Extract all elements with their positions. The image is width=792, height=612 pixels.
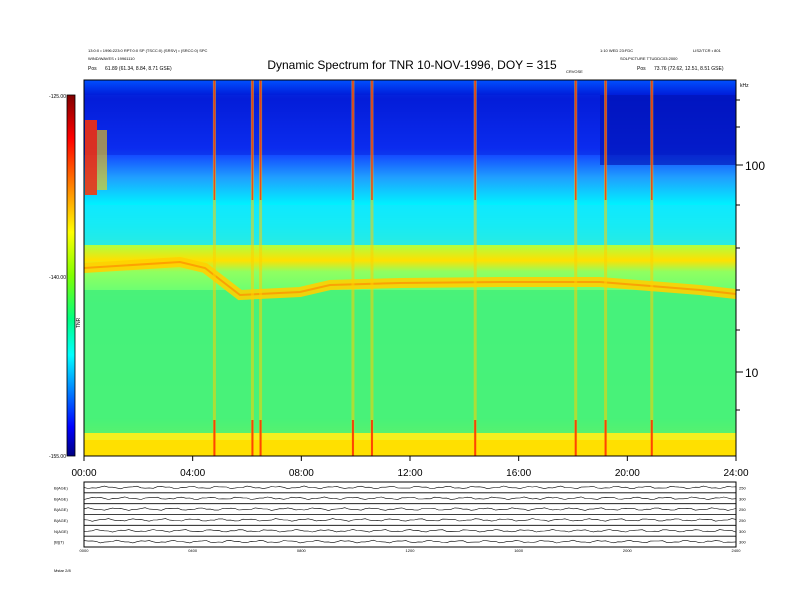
burst-core xyxy=(371,80,373,200)
burst-core xyxy=(259,80,262,200)
header-left-line1: 13:0:0 • 1996:223:0 RPT:0:0 SP (TSCC:0) … xyxy=(88,48,208,53)
header-right-line1: 1:10 WED 23:FDC xyxy=(600,48,633,53)
burst-core xyxy=(251,80,254,200)
panel-right-label: 300 xyxy=(739,540,746,545)
burst-base xyxy=(370,420,373,456)
panel-trace xyxy=(83,529,737,533)
panel-label: B(AGE) xyxy=(54,518,68,523)
panel-trace xyxy=(83,496,737,500)
early-burst xyxy=(85,120,97,195)
panel-x-tick-label: 0400 xyxy=(188,548,198,553)
burst-core xyxy=(604,80,607,200)
spectrogram-dark-right xyxy=(600,95,736,165)
burst-base xyxy=(213,420,216,456)
y-tick-label-10: 10 xyxy=(745,366,759,380)
burst-base xyxy=(650,420,653,456)
burst-group xyxy=(212,80,654,456)
x-tick-label: 16:00 xyxy=(506,468,531,479)
panel-label: B(AGE) xyxy=(54,496,68,501)
header-left-pos-value: 61.89 (61.34, 8.84, 8.71 GSE) xyxy=(105,66,172,72)
parameter-panels: B(AGE) 250 B(AGE) 300 B(AGE) 250 B(AGE) 250 N(AG… xyxy=(54,481,746,553)
panel-right-label: 300 xyxy=(739,496,746,501)
panel-label: N(AGE) xyxy=(54,529,69,534)
header-right-line2: SOLPICTURE TTUDDC03:2000 xyxy=(620,56,678,61)
burst-base xyxy=(474,420,477,456)
colorbar-tick-top: -125.00 xyxy=(49,94,66,100)
burst-stripe xyxy=(250,80,254,456)
header-right-pos-label: Pos xyxy=(637,66,646,72)
x-tick-label: 12:00 xyxy=(397,468,422,479)
early-burst-halo xyxy=(97,130,107,190)
x-tick-label: 24:00 xyxy=(723,468,748,479)
panel-x-tick-label: 1600 xyxy=(514,548,524,553)
burst-core xyxy=(474,80,476,200)
burst-stripe xyxy=(351,80,355,456)
burst-stripe xyxy=(370,80,374,456)
burst-base xyxy=(251,420,254,456)
burst-stripe xyxy=(259,80,263,456)
y-axis: 100 10 kHz xyxy=(736,83,765,411)
colorbar-label: TNR xyxy=(76,317,82,328)
burst-stripe xyxy=(604,80,608,456)
burst-stripe xyxy=(650,80,654,456)
burst-base xyxy=(574,420,577,456)
burst-stripe xyxy=(212,80,216,456)
burst-core xyxy=(213,80,216,200)
panel-x-tick-label: 1200 xyxy=(406,548,416,553)
spectrogram xyxy=(84,80,736,456)
x-tick-label: 04:00 xyxy=(180,468,205,479)
panel-label: B(AGE) xyxy=(54,507,68,512)
panel-trace xyxy=(83,485,737,490)
panel-x-tick-label: 2400 xyxy=(732,548,742,553)
burst-base xyxy=(259,420,262,456)
plasma-line-core xyxy=(84,260,736,297)
header-right-pos-value: 73.76 (72.62, 12.51, 8.51 GSE) xyxy=(654,66,724,72)
burst-core xyxy=(650,80,653,200)
y-unit-label: kHz xyxy=(740,83,749,89)
panels-footer-label: Mstar 2/8 xyxy=(54,568,71,573)
x-tick-label: 08:00 xyxy=(289,468,314,479)
header-center-small: CRVOSE xyxy=(566,69,583,74)
chart-title: Dynamic Spectrum for TNR 10-NOV-1996, DO… xyxy=(267,58,557,72)
burst-base xyxy=(351,420,354,456)
panel-trace xyxy=(83,518,737,522)
burst-core xyxy=(574,80,577,200)
x-tick-label: 00:00 xyxy=(71,468,96,479)
header-left-line2: WIND/WAVES • 19961110 xyxy=(88,56,135,61)
burst-stripe xyxy=(473,80,477,456)
panel-x-tick-label: 2000 xyxy=(623,548,633,553)
header-left-pos-label: Pos xyxy=(88,66,97,72)
x-axis: 00:00 04:00 08:00 12:00 16:00 20:00 24:00 xyxy=(71,456,749,479)
spectrogram-green-body xyxy=(84,290,736,435)
panel-right-label: 250 xyxy=(739,485,746,490)
colorbar: -125.00 -140.00 -155.00 TNR xyxy=(49,94,82,460)
spectrogram-cyan-band xyxy=(84,205,736,245)
header-right-line1b: LIS2/TCR • 801 xyxy=(693,48,722,53)
colorbar-tick-mid: -140.00 xyxy=(49,275,66,281)
panel-trace xyxy=(83,507,737,511)
burst-stripe xyxy=(574,80,578,456)
x-tick-label: 20:00 xyxy=(615,468,640,479)
panel-label: [B](T) xyxy=(54,540,65,545)
panel-label: B(AGE) xyxy=(54,485,68,490)
y-tick-label-100: 100 xyxy=(745,159,765,173)
panel-right-label: 300 xyxy=(739,529,746,534)
spectrogram-bottom-strip-2 xyxy=(84,440,736,456)
burst-core xyxy=(352,80,354,200)
panel-trace xyxy=(83,539,737,544)
burst-base xyxy=(604,420,607,456)
panel-right-label: 250 xyxy=(739,507,746,512)
panel-right-label: 250 xyxy=(739,518,746,523)
colorbar-tick-bottom: -155.00 xyxy=(49,454,66,460)
panel-x-tick-label: 0000 xyxy=(80,548,90,553)
colorbar-scale xyxy=(66,94,76,457)
panel-x-tick-label: 0800 xyxy=(297,548,307,553)
